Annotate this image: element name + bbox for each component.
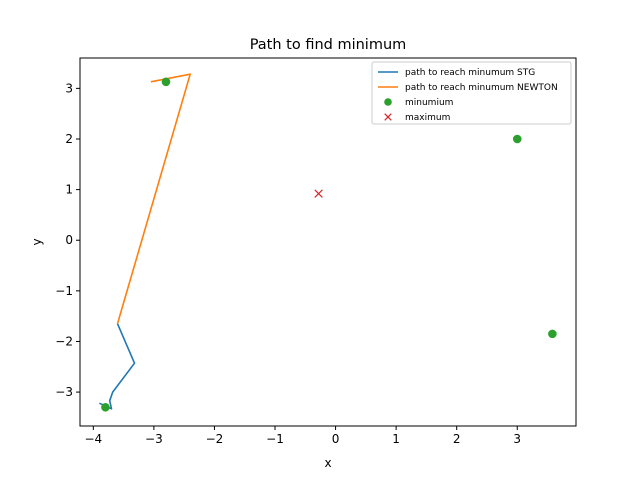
legend-label: minumium (405, 98, 453, 108)
legend-entry: minumium (384, 98, 453, 108)
y-tick-label: 1 (65, 183, 73, 197)
x-tick-label: −3 (145, 432, 163, 446)
y-tick-label: −3 (55, 385, 73, 399)
y-tick-label: 0 (65, 233, 73, 247)
x-tick-label: −2 (206, 432, 224, 446)
y-tick-label: −1 (55, 284, 73, 298)
legend: path to reach minumum STG path to reach m… (371, 61, 572, 125)
legend-label: maximum (405, 113, 450, 123)
y-tick-label: −2 (55, 334, 73, 348)
chart-title: Path to find minimum (250, 37, 407, 53)
plot-area (99, 73, 557, 412)
x-axis-label: x (324, 456, 331, 470)
minimum-point (548, 329, 557, 339)
y-axis-ticks: −3 −2 −1 0 1 2 3 (55, 81, 80, 399)
x-tick-label: 0 (332, 432, 340, 446)
x-tick-label: −4 (84, 432, 102, 446)
series-line-1 (116, 73, 191, 324)
legend-circle-swatch (384, 98, 392, 106)
x-tick-label: 1 (392, 432, 400, 446)
minimum-point (101, 402, 110, 412)
x-axis-ticks: −4 −3 −2 −1 0 1 2 3 (84, 426, 521, 446)
x-tick-label: 3 (513, 432, 521, 446)
legend-entry: path to reach minumum STG (378, 68, 535, 78)
plot-frame (79, 57, 577, 427)
legend-label: path to reach minumum STG (405, 68, 535, 78)
legend-entry: maximum (384, 113, 450, 123)
series-line-0 (99, 323, 136, 410)
y-axis-label: y (30, 238, 44, 245)
x-tick-label: −1 (266, 432, 284, 446)
minimum-point (512, 134, 522, 144)
maximum-point (314, 189, 323, 198)
y-tick-label: 3 (65, 81, 73, 95)
x-tick-label: 2 (453, 432, 461, 446)
minimum-point (161, 77, 171, 87)
y-tick-label: 2 (65, 132, 73, 146)
legend-box (371, 61, 572, 125)
legend-label: path to reach minumum NEWTON (405, 83, 558, 93)
legend-entry: path to reach minumum NEWTON (378, 83, 558, 93)
